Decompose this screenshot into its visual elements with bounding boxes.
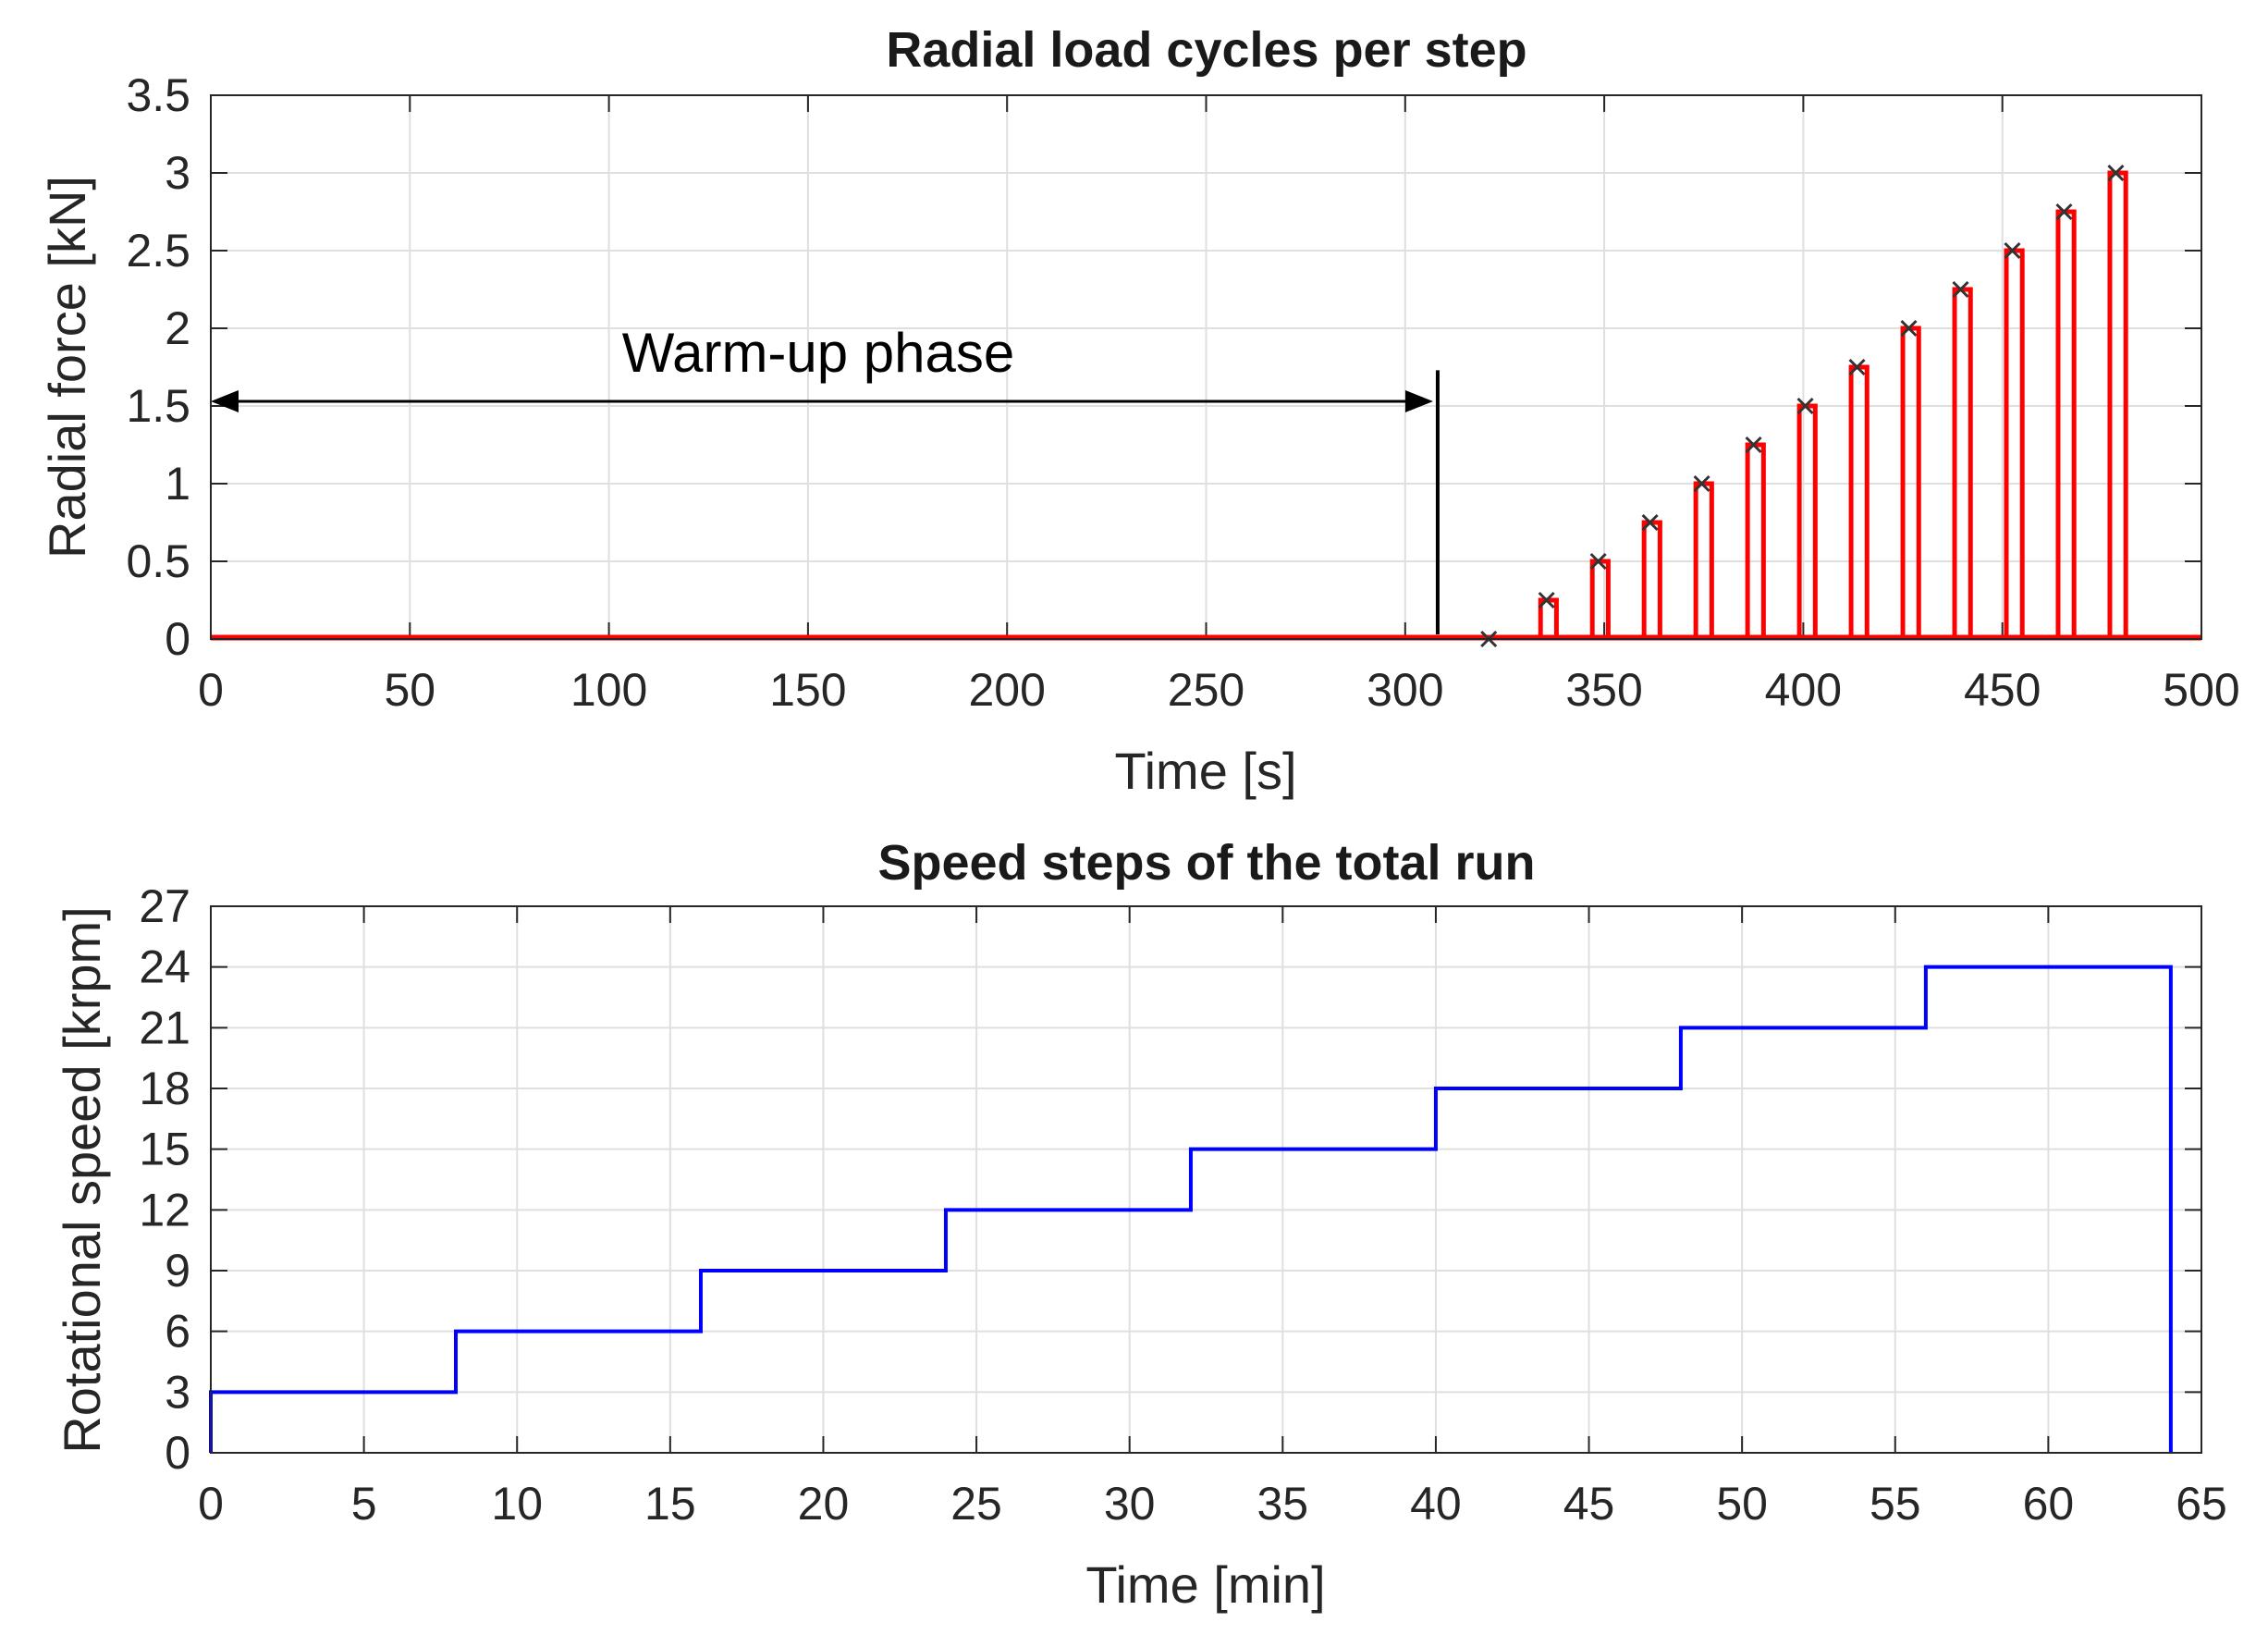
y-tick-label: 9 xyxy=(165,1245,190,1297)
force-pulse xyxy=(1589,559,1611,638)
y-tick-label: 18 xyxy=(139,1063,190,1114)
y-tick-label: 0.5 xyxy=(126,535,190,587)
warmup-arrowhead-right xyxy=(1404,389,1433,412)
force-pulse xyxy=(1641,520,1662,638)
force-pulse xyxy=(1693,481,1714,638)
x-tick-label: 300 xyxy=(1367,664,1443,716)
y-tick-label: 24 xyxy=(139,941,190,993)
y-tick-label: 6 xyxy=(165,1306,190,1358)
peak-marker xyxy=(1538,591,1555,609)
x-tick-label: 400 xyxy=(1765,664,1842,716)
force-pulse xyxy=(1952,287,1973,638)
force-pulse xyxy=(2107,170,2128,638)
warmup-label: Warm-up phase xyxy=(622,322,1015,384)
x-tick-label: 200 xyxy=(968,664,1045,716)
y-tick-label: 12 xyxy=(139,1184,190,1235)
y-tick-label: 27 xyxy=(139,880,190,932)
peak-marker xyxy=(1641,513,1659,532)
x-tick-label: 30 xyxy=(1104,1478,1156,1530)
x-tick-label: 35 xyxy=(1257,1478,1308,1530)
chart1-title: Radial load cycles per step xyxy=(886,22,1526,78)
x-tick-label: 0 xyxy=(198,664,224,716)
force-pulse xyxy=(2055,209,2077,638)
chart2-axes-box xyxy=(210,905,2202,1454)
x-tick-label: 50 xyxy=(1716,1478,1768,1530)
peak-marker xyxy=(1952,280,1969,299)
y-tick-label: 3 xyxy=(165,1366,190,1418)
y-tick-label: 15 xyxy=(139,1124,190,1175)
chart1-ticks: 0 50 100 150 200 250 300 350 400 450 500 0 0.5 1 1.5 2 2… xyxy=(126,69,2239,716)
chart1-axes-box xyxy=(210,94,2202,640)
chart1-grid xyxy=(211,95,2201,639)
peak-marker xyxy=(1693,474,1710,493)
x-tick-label: 450 xyxy=(1964,664,2041,716)
peak-marker xyxy=(2055,203,2073,221)
x-tick-label: 0 xyxy=(198,1478,224,1530)
x-tick-label: 20 xyxy=(798,1478,850,1530)
x-tick-label: 250 xyxy=(1168,664,1244,716)
x-tick-label: 15 xyxy=(644,1478,696,1530)
x-tick-label: 350 xyxy=(1565,664,1642,716)
speed-step-line xyxy=(209,965,2173,1453)
force-pulse xyxy=(2004,248,2025,638)
peak-marker xyxy=(2004,241,2021,260)
y-tick-label: 3 xyxy=(165,147,190,199)
y-tick-label: 2.5 xyxy=(126,225,190,277)
force-pulse xyxy=(1900,326,1921,638)
speed-steps-chart: Speed steps of the total run 0 5 10 15 20 25 3… xyxy=(53,835,2227,1614)
x-tick-label: 150 xyxy=(769,664,846,716)
chart2-ylabel: Rotational speed [krpm] xyxy=(53,906,111,1453)
y-tick-label: 1 xyxy=(165,458,190,510)
warmup-annotation: Warm-up phase xyxy=(211,322,1440,634)
peak-marker xyxy=(1796,397,1814,415)
peak-marker xyxy=(1745,436,1762,454)
chart2-xlabel: Time [min] xyxy=(1085,1555,1325,1614)
force-pulse xyxy=(1848,364,1870,638)
force-pulse xyxy=(1796,403,1818,638)
x-tick-label: 65 xyxy=(2176,1478,2227,1530)
warmup-arrowhead-left xyxy=(211,389,239,412)
y-tick-label: 3.5 xyxy=(126,69,190,121)
chart2-title: Speed steps of the total run xyxy=(877,835,1535,891)
peak-marker xyxy=(1848,358,1866,376)
x-tick-label: 10 xyxy=(491,1478,543,1530)
chart2-ticks: 0 5 10 15 20 25 30 35 40 45 50 55 60 65 0 3 6 9 12 15 18 21 24… xyxy=(139,880,2226,1530)
force-pulse xyxy=(1745,442,1766,638)
y-tick-label: 2 xyxy=(165,302,190,354)
peak-marker xyxy=(1589,552,1607,571)
radial-load-chart: Radial load cycles per step 0 50 100 150 200… xyxy=(38,22,2240,800)
chart1-series xyxy=(211,170,2201,641)
x-tick-label: 100 xyxy=(570,664,647,716)
x-tick-label: 50 xyxy=(384,664,435,716)
y-tick-label: 21 xyxy=(139,1002,190,1053)
chart1-xlabel: Time [s] xyxy=(1114,742,1296,800)
force-pulse xyxy=(1538,597,1559,638)
x-tick-label: 55 xyxy=(1870,1478,1921,1530)
chart2-series xyxy=(209,965,2173,1453)
chart1-ylabel: Radial force [kN] xyxy=(38,176,96,559)
y-tick-label: 0 xyxy=(165,1427,190,1479)
x-tick-label: 5 xyxy=(351,1478,377,1530)
x-tick-label: 60 xyxy=(2023,1478,2075,1530)
x-tick-label: 500 xyxy=(2163,664,2239,716)
peak-marker xyxy=(2107,164,2125,182)
y-tick-label: 0 xyxy=(165,613,190,665)
x-tick-label: 45 xyxy=(1563,1478,1615,1530)
chart1-markers xyxy=(1480,164,2125,648)
x-tick-label: 25 xyxy=(950,1478,1002,1530)
y-tick-label: 1.5 xyxy=(126,380,190,432)
x-tick-label: 40 xyxy=(1410,1478,1462,1530)
peak-marker xyxy=(1900,319,1918,338)
chart2-grid xyxy=(211,906,2201,1453)
